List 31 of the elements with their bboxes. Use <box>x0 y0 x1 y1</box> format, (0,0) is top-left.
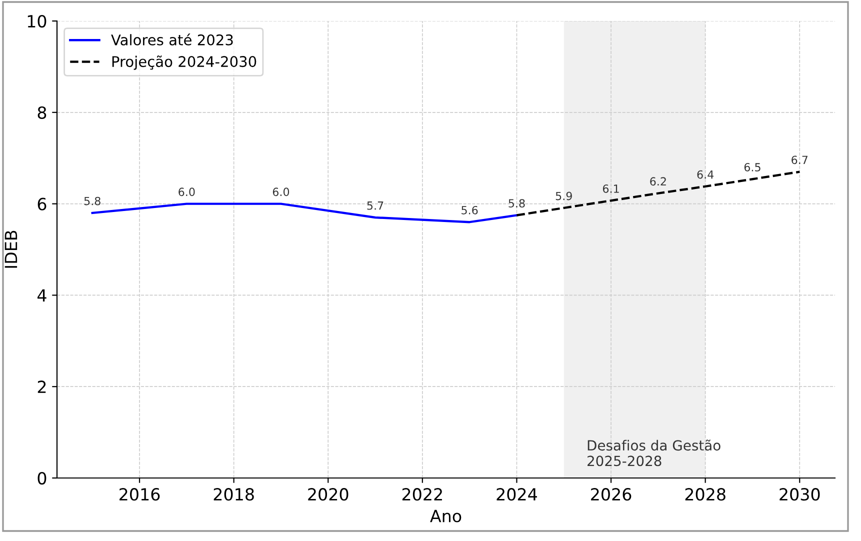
legend-label: Projeção 2024-2030 <box>112 56 256 70</box>
data-label: 6.1 <box>602 184 619 193</box>
data-label: 5.9 <box>556 192 572 200</box>
data-label: 6.5 <box>744 163 760 172</box>
x-tick-label: 2020 <box>308 488 348 501</box>
y-axis-title: IDEB <box>4 230 18 268</box>
band-label: Desafios da Gestão 2025-2028 <box>588 440 720 466</box>
y-tick-label: 6 <box>38 198 46 210</box>
data-label: 5.8 <box>508 199 525 208</box>
y-tick-label: 4 <box>37 289 46 302</box>
data-label: 5.6 <box>462 206 478 214</box>
y-tick-label: 10 <box>28 14 46 28</box>
data-label: 6.2 <box>650 177 666 186</box>
data-label: 6.7 <box>792 156 808 164</box>
x-tick-label: 2026 <box>591 488 632 501</box>
x-tick-label: 2016 <box>120 488 160 501</box>
y-tick-label: 2 <box>38 380 46 393</box>
legend-label: Valores até 2023 <box>111 34 233 46</box>
y-tick-label: 8 <box>38 106 46 119</box>
data-label: 6.4 <box>697 170 714 179</box>
data-label: 6.0 <box>178 188 195 196</box>
x-tick-label: 2018 <box>214 488 254 501</box>
x-tick-label: 2022 <box>402 488 442 501</box>
x-tick-label: 2030 <box>780 488 820 501</box>
x-axis-title: Ano <box>430 510 462 522</box>
x-tick-label: 2028 <box>685 488 726 501</box>
y-tick-label: 0 <box>38 472 46 485</box>
data-label: 6.0 <box>272 188 290 196</box>
data-label: 5.7 <box>367 202 384 210</box>
data-label: 5.8 <box>84 196 100 206</box>
x-tick-label: 2024 <box>496 488 537 501</box>
